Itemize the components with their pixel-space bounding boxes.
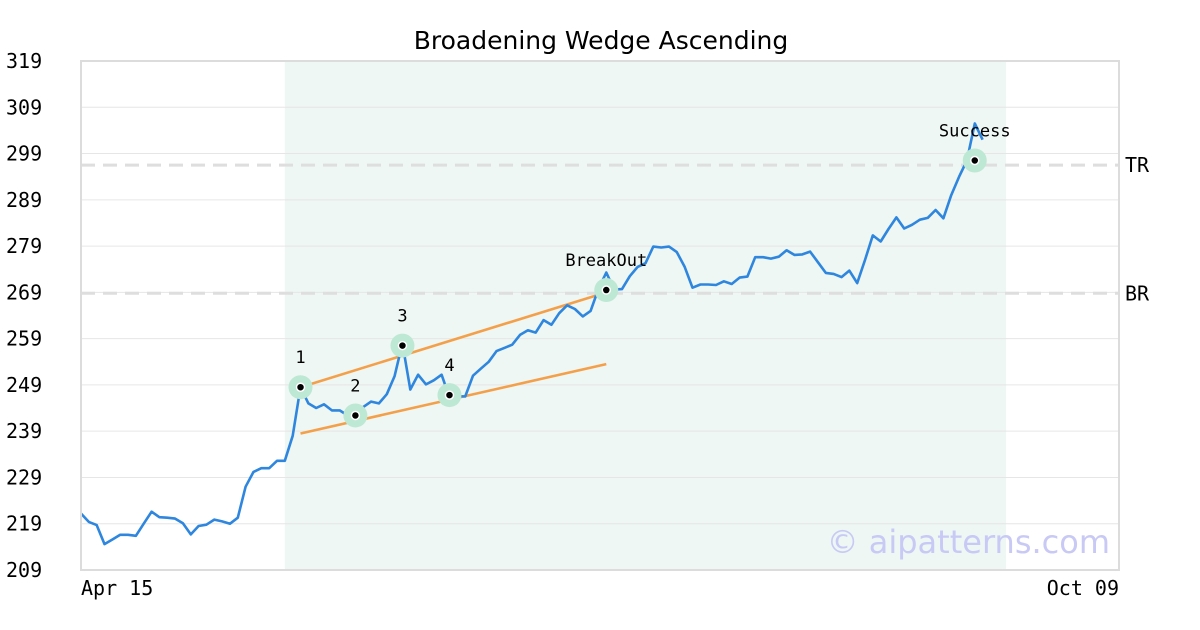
y-tick-label: 279	[6, 234, 42, 258]
pivot-dot	[397, 340, 408, 351]
y-tick-label: 249	[6, 373, 42, 397]
pivot-label: BreakOut	[565, 251, 647, 271]
y-tick-label: 319	[6, 49, 42, 73]
y-tick-label: 219	[6, 512, 42, 536]
pivot-dot	[350, 410, 361, 421]
x-tick-label: Oct 09	[1047, 576, 1119, 600]
y-tick-label: 299	[6, 142, 42, 166]
y-tick-label: 259	[6, 327, 42, 351]
pivot-label: 4	[444, 356, 454, 376]
y-tick-label: 289	[6, 188, 42, 212]
y-tick-label: 239	[6, 419, 42, 443]
pivot-label: 1	[295, 348, 305, 368]
x-axis-ticks: Apr 15 Oct 09	[81, 576, 1119, 600]
pivot-dot	[601, 285, 612, 295]
x-tick-label: Apr 15	[81, 576, 153, 600]
wedge-line	[300, 291, 607, 389]
level-label: BR	[1125, 281, 1150, 305]
watermark: © aipatterns.com	[827, 523, 1110, 561]
plot-frame	[80, 60, 1120, 571]
pivot-markers: 1 2 3 4 BreakOut Success	[288, 121, 1011, 428]
y-axis-ticks: 319 309 299 289 279 269 259 249 239 229 219 209	[6, 49, 42, 582]
y-tick-label: 229	[6, 465, 42, 489]
chart-title: Broadening Wedge Ascending	[414, 26, 789, 55]
pivot-dot	[444, 390, 455, 400]
price-line	[80, 122, 984, 546]
pivot-dot	[295, 382, 306, 392]
pivot-label: 3	[397, 307, 407, 327]
pattern-region	[284, 61, 1007, 570]
y-tick-label: 309	[6, 95, 42, 119]
level-label: TR	[1125, 153, 1150, 177]
pivot-label: 2	[350, 376, 360, 396]
y-tick-label: 269	[6, 280, 42, 304]
pivot-dot	[970, 155, 980, 166]
pivot-label: Success	[939, 121, 1011, 141]
y-tick-label: 209	[6, 558, 42, 582]
